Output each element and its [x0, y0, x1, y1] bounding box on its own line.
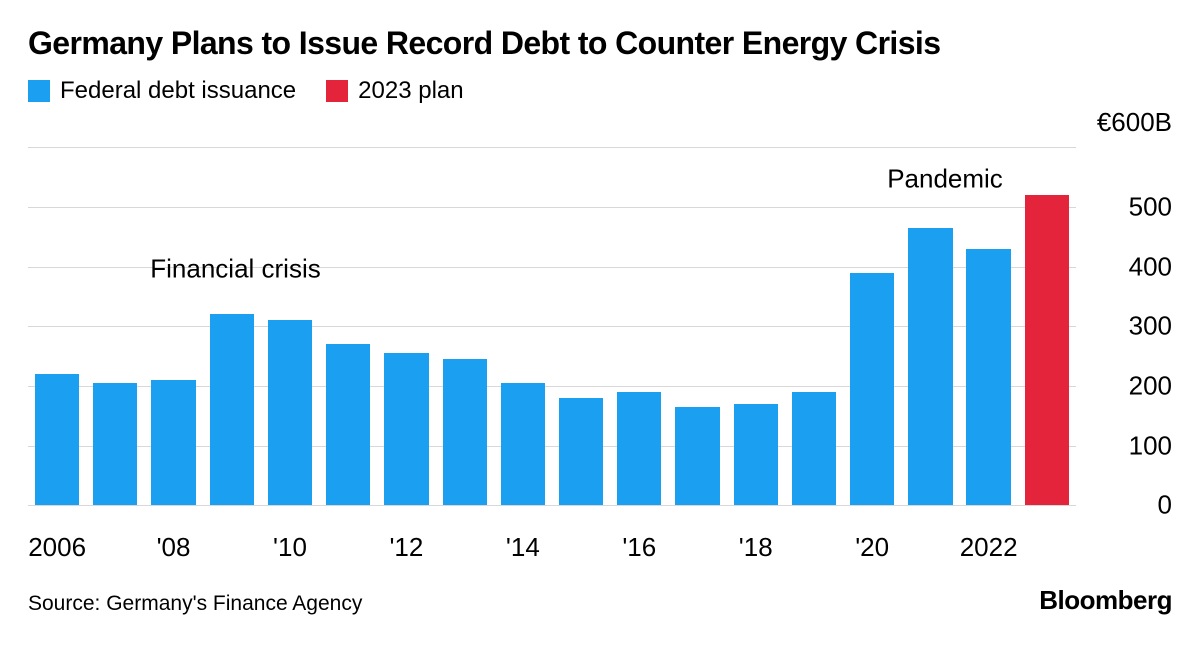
bar-2016	[617, 391, 662, 506]
annotation: Pandemic	[887, 163, 1003, 194]
bar-slot	[610, 147, 668, 506]
x-tick-label: '08	[156, 532, 191, 563]
bar-2007	[93, 382, 138, 506]
bar-2019	[791, 391, 837, 506]
x-tick-label: '20	[855, 532, 890, 563]
x-tick-label: '16	[622, 532, 657, 563]
bar-slot	[86, 147, 144, 506]
bloomberg-logo: Bloomberg	[1039, 585, 1172, 616]
bar-2010	[267, 320, 313, 506]
bar-slot	[843, 147, 901, 506]
plot-area: Financial crisis Pandemic	[28, 147, 1076, 507]
bar-2008	[151, 379, 196, 506]
bar-2017	[675, 406, 720, 506]
legend-item: Federal debt issuance	[28, 77, 296, 105]
bar-slot	[785, 147, 843, 506]
x-tick-label: '18	[738, 532, 773, 563]
x-tick-label	[436, 563, 494, 565]
bar-slot	[960, 147, 1018, 506]
y-tick-label: 100	[1128, 430, 1172, 461]
gridline	[28, 266, 1076, 268]
bar-2018	[733, 403, 778, 506]
y-tick-label: 200	[1128, 370, 1172, 401]
bar-slot	[319, 147, 377, 506]
bar-slot	[1018, 147, 1076, 506]
bar-2023-plan	[1024, 194, 1069, 506]
footer: Source: Germany's Finance Agency Bloombe…	[28, 585, 1172, 616]
gridline	[28, 147, 1076, 149]
bar-slot	[203, 147, 261, 506]
bar-slot	[377, 147, 435, 506]
x-tick-label: '14	[505, 532, 540, 563]
bar-2006	[34, 373, 80, 506]
gridline	[28, 505, 1076, 507]
x-tick-label: '10	[273, 532, 307, 563]
legend: Federal debt issuance 2023 plan	[28, 77, 1172, 105]
x-tick-label: 2022	[959, 532, 1018, 563]
x-tick-label	[86, 563, 144, 565]
x-tick-label	[785, 563, 843, 565]
y-axis: 0 100 200 300 400 500	[1082, 147, 1172, 519]
bar-2015	[558, 397, 604, 506]
y-tick-label: 500	[1128, 191, 1172, 222]
bar-slot	[28, 147, 86, 506]
bar-2009	[209, 314, 254, 506]
gridline	[28, 326, 1076, 328]
gridline	[28, 206, 1076, 208]
bars	[28, 147, 1076, 506]
x-axis: 2006 '08 '10 '12 '14 '16 '18 '20 2022	[28, 521, 1076, 565]
bar-slot	[901, 147, 959, 506]
bar-2020	[850, 272, 895, 506]
x-tick-label	[319, 563, 377, 565]
bar-slot	[668, 147, 726, 506]
bar-slot	[144, 147, 202, 506]
bar-slot	[552, 147, 610, 506]
x-tick-label	[203, 563, 261, 565]
bar-2014	[500, 382, 545, 506]
x-tick-label	[668, 563, 726, 565]
x-tick-label: '12	[389, 532, 424, 563]
y-tick-label: 0	[1157, 489, 1172, 520]
y-axis-unit-label: €600B	[1096, 107, 1172, 138]
bar-slot	[727, 147, 785, 506]
bar-2013	[442, 359, 487, 506]
x-tick-label: 2006	[28, 532, 87, 563]
legend-label: Federal debt issuance	[60, 77, 297, 105]
legend-swatch-icon	[326, 80, 349, 103]
source-note: Source: Germany's Finance Agency	[28, 592, 363, 616]
y-tick-label: 300	[1128, 310, 1172, 341]
x-tick-label	[552, 563, 610, 565]
legend-label: 2023 plan	[358, 77, 464, 105]
chart: €600B Financial crisis Pandemic 0 100 200 30…	[28, 107, 1172, 565]
y-tick-label: 400	[1128, 251, 1172, 282]
bar-slot	[261, 147, 319, 506]
legend-swatch-icon	[28, 80, 50, 103]
bar-slot	[436, 147, 494, 506]
bar-2011	[326, 344, 371, 506]
gridline	[28, 385, 1076, 387]
bar-2022	[966, 248, 1011, 506]
chart-title: Germany Plans to Issue Record Debt to Co…	[28, 25, 941, 61]
bar-slot	[494, 147, 552, 506]
x-tick-label	[901, 563, 959, 565]
bar-2012	[384, 353, 429, 506]
annotation: Financial crisis	[150, 253, 321, 284]
bar-2021	[908, 227, 953, 506]
gridline	[28, 445, 1076, 447]
x-tick-label	[1018, 563, 1076, 565]
legend-item: 2023 plan	[326, 77, 464, 105]
